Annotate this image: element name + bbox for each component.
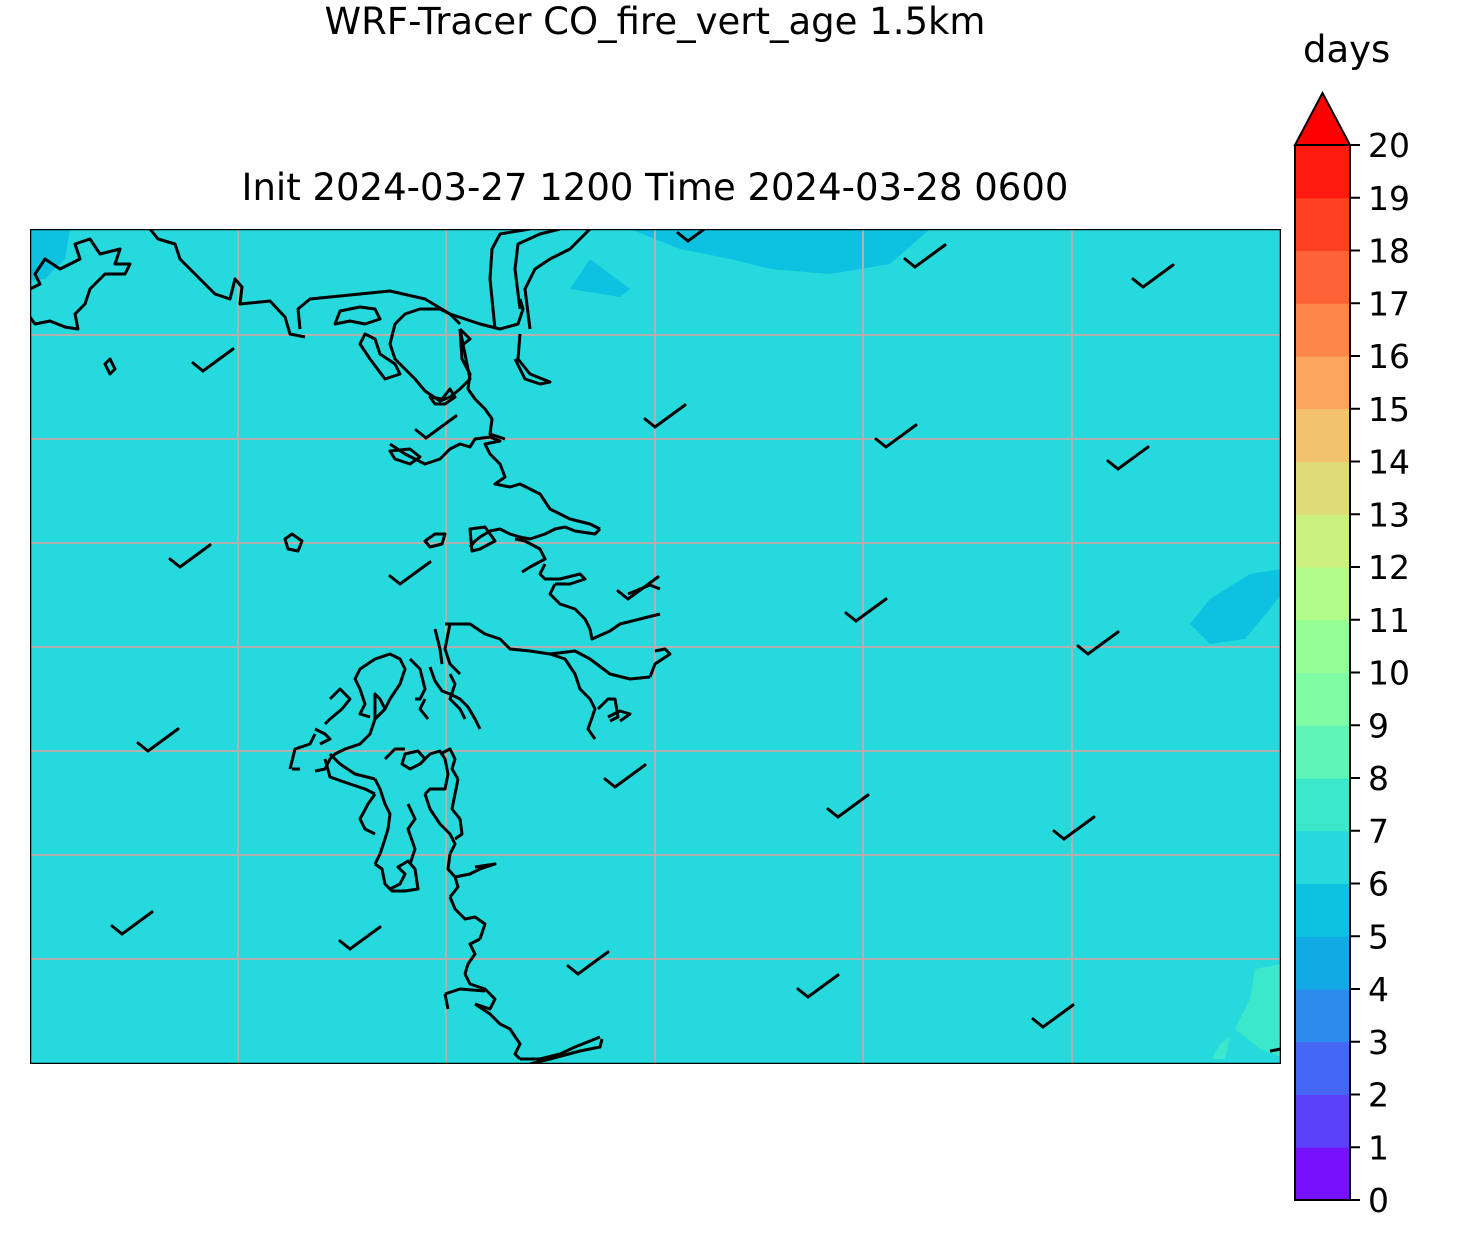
colorbar-tick-label: 20 bbox=[1368, 126, 1410, 165]
contour-patch-southeast bbox=[1235, 964, 1281, 1057]
tracer-age-map bbox=[30, 229, 1281, 1064]
colorbar-tick-label: 10 bbox=[1368, 654, 1410, 693]
colorbar-tick-label: 0 bbox=[1368, 1181, 1389, 1220]
wind-barb bbox=[616, 575, 660, 601]
colorbar-band bbox=[1295, 461, 1350, 515]
colorbar-band bbox=[1295, 883, 1350, 937]
wind-barb bbox=[338, 925, 382, 951]
colorbar-tick-label: 2 bbox=[1368, 1076, 1389, 1115]
colorbar-tick-label: 7 bbox=[1368, 812, 1389, 851]
wind-barb bbox=[903, 243, 947, 269]
colorbar-band bbox=[1295, 830, 1350, 884]
wind-barb bbox=[1031, 1003, 1075, 1029]
wind-barbs bbox=[110, 229, 1175, 1029]
map-title-line-1: WRF-Tracer CO_fire_vert_age 1.5km bbox=[324, 0, 986, 43]
colorbar-band bbox=[1295, 619, 1350, 673]
colorbar-band bbox=[1295, 408, 1350, 462]
colorbar-unit-label: days bbox=[1303, 28, 1391, 71]
wind-barb bbox=[1106, 445, 1150, 471]
colorbar-tick-label: 8 bbox=[1368, 759, 1389, 798]
colorbar-band bbox=[1295, 197, 1350, 251]
wind-barb bbox=[603, 763, 647, 789]
colorbar-tick-label: 6 bbox=[1368, 865, 1389, 904]
colorbar-tick-label: 18 bbox=[1368, 232, 1410, 271]
colorbar-tick-label: 12 bbox=[1368, 548, 1410, 587]
colorbar-band bbox=[1295, 1041, 1350, 1095]
wind-barb bbox=[414, 414, 458, 440]
colorbar-band bbox=[1295, 250, 1350, 304]
wind-barb bbox=[874, 423, 918, 449]
wind-barb bbox=[191, 347, 235, 373]
colorbar-tick-label: 9 bbox=[1368, 706, 1389, 745]
wind-barb bbox=[844, 597, 888, 623]
colorbar-tick-label: 4 bbox=[1368, 970, 1389, 1009]
wind-barb bbox=[796, 973, 840, 999]
colorbar-tick-label: 17 bbox=[1368, 284, 1410, 323]
map-title-line-2: Init 2024-03-27 1200 Time 2024-03-28 060… bbox=[241, 166, 1069, 209]
colorbar-band bbox=[1295, 567, 1350, 621]
colorbar-tick-label: 5 bbox=[1368, 917, 1389, 956]
map-gridlines bbox=[30, 229, 1281, 1064]
coastlines bbox=[30, 229, 1281, 1064]
colorbar-band bbox=[1295, 936, 1350, 990]
colorbar-band bbox=[1295, 1147, 1350, 1201]
colorbar-tick-label: 13 bbox=[1368, 495, 1410, 534]
colorbar-tick-label: 19 bbox=[1368, 179, 1410, 218]
colorbar-band bbox=[1295, 725, 1350, 779]
contour-patch-southeast-small bbox=[1212, 1037, 1230, 1059]
wind-barb bbox=[110, 910, 154, 936]
colorbar-tick-label: 14 bbox=[1368, 443, 1410, 482]
colorbar-band bbox=[1295, 1094, 1350, 1148]
colorbar-band bbox=[1295, 778, 1350, 832]
wind-barb bbox=[1052, 815, 1096, 841]
wind-barb bbox=[136, 727, 180, 753]
colorbar-tick-label: 1 bbox=[1368, 1128, 1389, 1167]
wind-barb bbox=[388, 560, 432, 586]
colorbar-bands bbox=[1295, 145, 1350, 1201]
contour-patch-east bbox=[1190, 569, 1281, 644]
colorbar-band bbox=[1295, 356, 1350, 410]
colorbar-band bbox=[1295, 303, 1350, 357]
wind-barb bbox=[643, 403, 687, 429]
colorbar-tick-label: 16 bbox=[1368, 337, 1410, 376]
wind-barb bbox=[566, 950, 610, 976]
colorbar-tick-label: 15 bbox=[1368, 390, 1410, 429]
colorbar-tick-label: 3 bbox=[1368, 1023, 1389, 1062]
contour-patch-north bbox=[550, 229, 930, 297]
wind-barb bbox=[1076, 630, 1120, 656]
colorbar-extend-triangle bbox=[1293, 90, 1352, 146]
wind-barb bbox=[826, 793, 870, 819]
colorbar-tick-label: 11 bbox=[1368, 601, 1410, 640]
colorbar-band bbox=[1295, 989, 1350, 1043]
wind-barb bbox=[1131, 263, 1175, 289]
colorbar-band bbox=[1295, 145, 1350, 199]
wind-barb bbox=[168, 543, 212, 569]
colorbar-band bbox=[1295, 514, 1350, 568]
wind-barb bbox=[676, 229, 707, 243]
colorbar-band bbox=[1295, 672, 1350, 726]
